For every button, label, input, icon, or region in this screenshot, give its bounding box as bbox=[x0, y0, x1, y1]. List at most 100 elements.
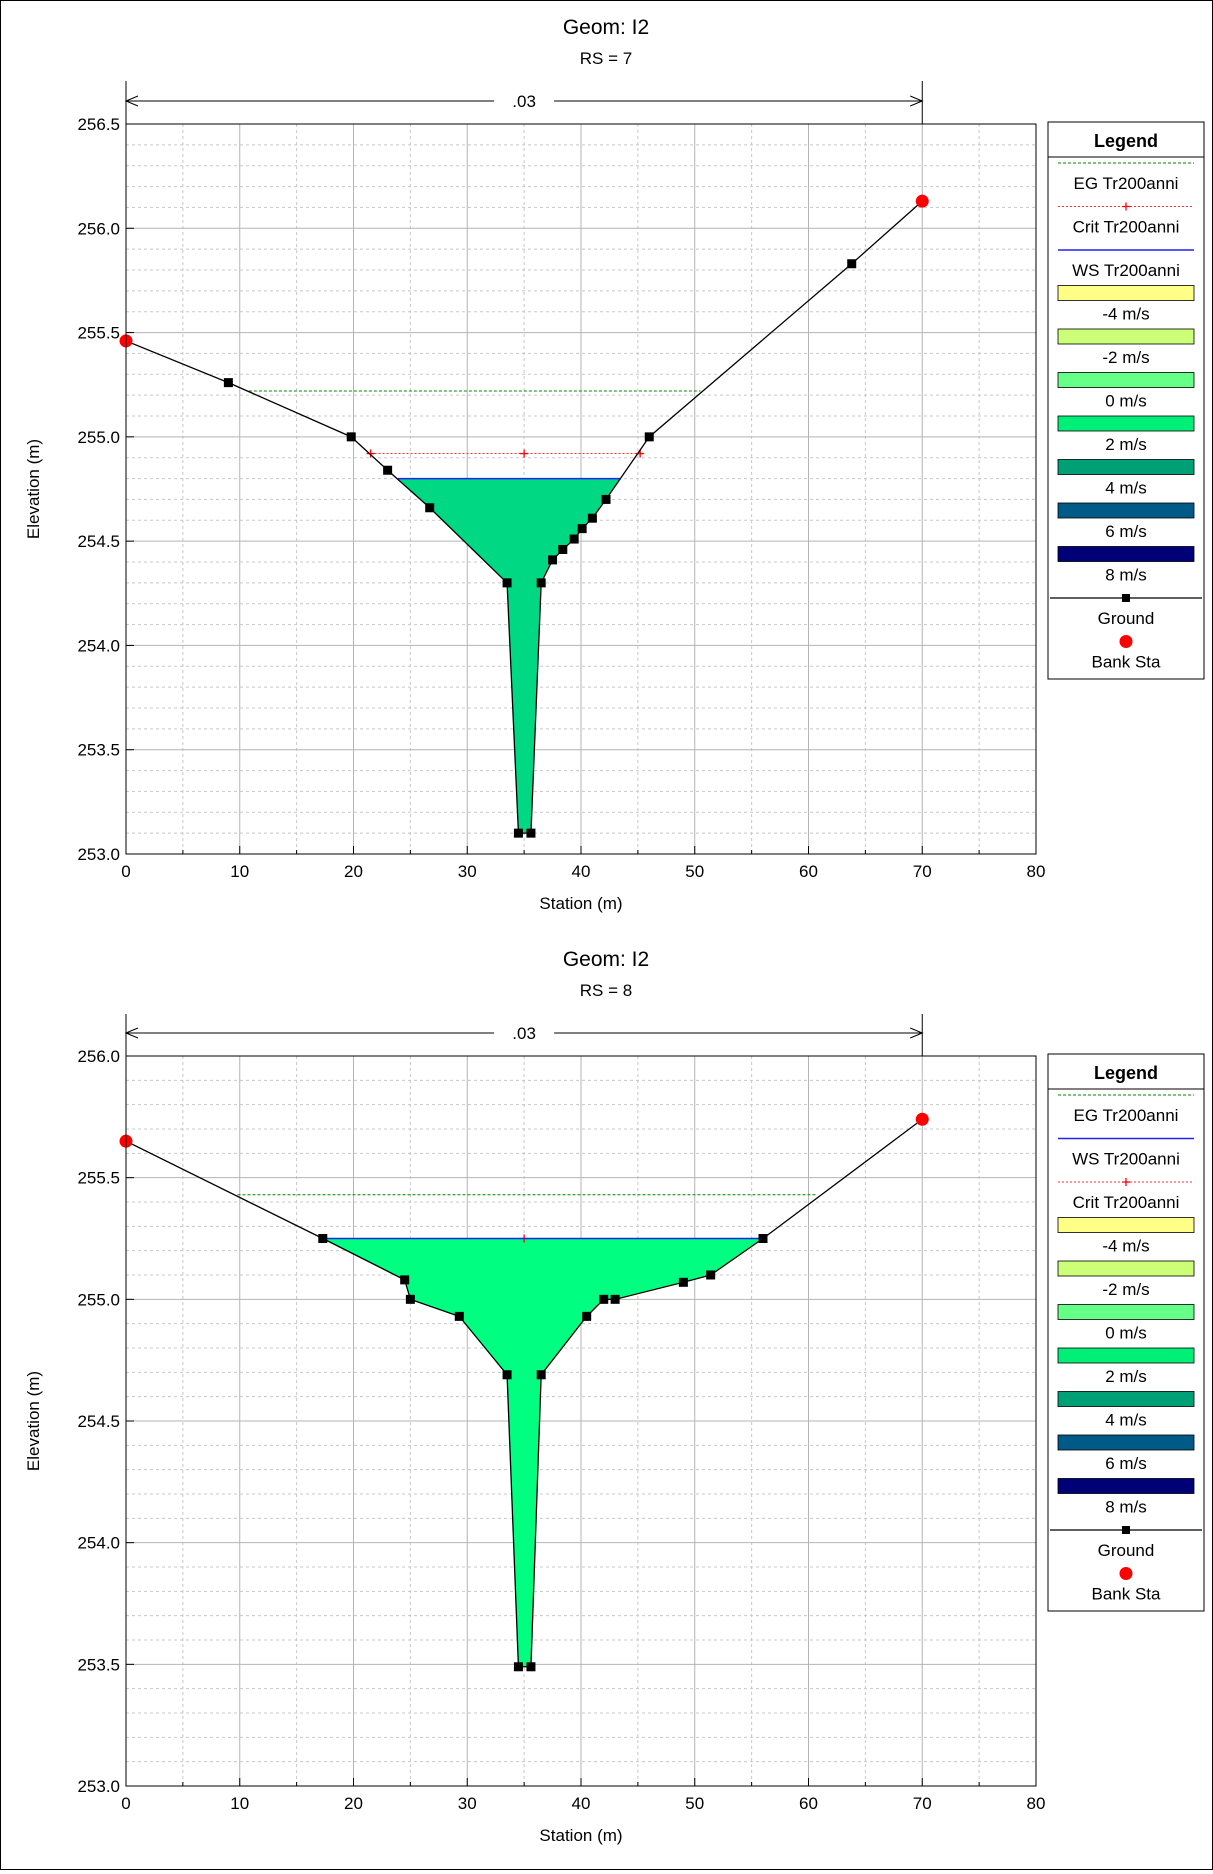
legend-label: WS Tr200anni bbox=[1072, 1150, 1180, 1169]
legend-label: EG Tr200anni bbox=[1074, 1106, 1179, 1125]
x-tick-label: 30 bbox=[458, 862, 477, 881]
legend-box bbox=[1047, 1053, 1205, 1612]
ground-point bbox=[847, 259, 857, 269]
legend-bank-symbol bbox=[1119, 1567, 1133, 1580]
legend-item: 2 m/s bbox=[1057, 1347, 1195, 1386]
y-tick-label: 256.0 bbox=[77, 1047, 120, 1066]
legend-item: Bank Sta bbox=[1092, 1567, 1162, 1604]
ground-point bbox=[548, 555, 558, 565]
ground-point bbox=[383, 465, 393, 475]
legend-label: 4 m/s bbox=[1105, 479, 1147, 498]
legend-label: 8 m/s bbox=[1105, 566, 1147, 585]
ground-point bbox=[502, 1370, 512, 1380]
legend-label: WS Tr200anni bbox=[1072, 261, 1180, 280]
ground-point bbox=[513, 828, 523, 838]
crit-marker bbox=[366, 449, 375, 458]
ground-point bbox=[526, 1662, 536, 1672]
y-tick-label: 253.5 bbox=[77, 1655, 120, 1674]
chart-2: Geom: I2 RS = 8 0 10 20 30 40 50 60 70 80 253.0 253.… bbox=[24, 948, 1205, 1845]
legend-swatch bbox=[1057, 415, 1195, 432]
y-axis-label: Elevation (m) bbox=[24, 1371, 43, 1471]
legend-label: 2 m/s bbox=[1105, 435, 1147, 454]
crit-marker bbox=[520, 449, 529, 458]
x-tick-label: 70 bbox=[913, 1794, 932, 1813]
x-tick-label: 60 bbox=[799, 1794, 818, 1813]
legend-item: -4 m/s bbox=[1057, 285, 1195, 324]
legend-item: Bank Sta bbox=[1092, 635, 1162, 672]
x-tick-label: 20 bbox=[344, 1794, 363, 1813]
legend-label: 6 m/s bbox=[1105, 522, 1147, 541]
legend-item: Crit Tr200anni bbox=[1058, 202, 1194, 237]
legend-item: -4 m/s bbox=[1057, 1217, 1195, 1256]
ground-line bbox=[125, 1118, 923, 1668]
y-tick-label: 255.0 bbox=[77, 428, 120, 447]
y-tick-label: 256.0 bbox=[77, 219, 120, 238]
legend-item: Ground bbox=[1050, 594, 1202, 628]
x-tick-label: 20 bbox=[344, 862, 363, 881]
ground-point bbox=[318, 1234, 328, 1243]
ground-point bbox=[569, 534, 579, 544]
legend-item: 0 m/s bbox=[1057, 1304, 1195, 1343]
x-tick-label: 50 bbox=[685, 1794, 704, 1813]
legend-item: 4 m/s bbox=[1057, 459, 1195, 498]
ground-point bbox=[587, 513, 597, 523]
legend-box bbox=[1047, 121, 1205, 680]
ground-point bbox=[425, 503, 435, 513]
water-area bbox=[397, 478, 621, 834]
legend-item: Crit Tr200anni bbox=[1058, 1178, 1194, 1212]
manning-arrowhead-right bbox=[910, 1027, 924, 1039]
legend-label: Bank Sta bbox=[1092, 653, 1162, 672]
x-tick-label: 50 bbox=[685, 862, 704, 881]
water-area bbox=[322, 1238, 763, 1667]
legend-label: 6 m/s bbox=[1105, 1454, 1147, 1473]
ground-point bbox=[346, 432, 356, 442]
legend-swatch bbox=[1057, 372, 1195, 388]
ground-point bbox=[223, 378, 233, 388]
ground-line bbox=[125, 200, 923, 834]
chart-subtitle: RS = 8 bbox=[580, 981, 632, 1000]
legend-title: Legend bbox=[1094, 1063, 1158, 1083]
legend-item: 4 m/s bbox=[1057, 1391, 1195, 1430]
manning-arrowhead-left bbox=[124, 1027, 139, 1039]
legend-swatch bbox=[1057, 1304, 1195, 1320]
ground-point bbox=[678, 1277, 688, 1287]
legend-label: Crit Tr200anni bbox=[1073, 1193, 1180, 1212]
legend-item: EG Tr200anni bbox=[1058, 1094, 1194, 1125]
bank-sta-point bbox=[915, 1112, 929, 1126]
legend-item: Ground bbox=[1050, 1526, 1202, 1560]
chart-title: Geom: I2 bbox=[563, 16, 649, 39]
y-tick-label: 253.5 bbox=[77, 741, 120, 760]
legend-ground-marker bbox=[1122, 1526, 1130, 1534]
ground-point bbox=[601, 494, 611, 504]
legend-label: Bank Sta bbox=[1092, 1585, 1162, 1604]
x-tick-label: 10 bbox=[230, 1794, 249, 1813]
ground-point bbox=[706, 1270, 716, 1280]
y-tick-label: 255.5 bbox=[77, 324, 120, 343]
x-tick-label: 10 bbox=[230, 862, 249, 881]
y-tick-label: 255.5 bbox=[77, 1169, 120, 1188]
x-tick-label: 80 bbox=[1027, 1794, 1046, 1813]
x-tick-label: 0 bbox=[121, 1794, 130, 1813]
legend-swatch bbox=[1057, 546, 1195, 562]
legend-label: -4 m/s bbox=[1102, 305, 1149, 324]
legend: Legend EG Tr200anni WS Tr200anni Crit Tr200… bbox=[1047, 1053, 1205, 1612]
legend-swatch bbox=[1057, 1347, 1195, 1364]
ground-point bbox=[577, 524, 587, 534]
legend-label: EG Tr200anni bbox=[1074, 174, 1179, 193]
legend-item: WS Tr200anni bbox=[1058, 249, 1194, 280]
legend-swatch bbox=[1057, 1434, 1195, 1451]
legend-item: -2 m/s bbox=[1057, 328, 1195, 367]
x-axis-label: Station (m) bbox=[539, 894, 622, 913]
y-tick-label: 256.5 bbox=[77, 115, 120, 134]
ground-point bbox=[582, 1311, 592, 1321]
legend-title: Legend bbox=[1094, 131, 1158, 151]
legend-label: -2 m/s bbox=[1102, 1280, 1149, 1299]
ground-point bbox=[536, 578, 546, 588]
ground-point bbox=[400, 1275, 410, 1285]
legend-label: -2 m/s bbox=[1102, 348, 1149, 367]
manning-n-bar bbox=[124, 81, 924, 124]
x-tick-label: 30 bbox=[458, 1794, 477, 1813]
legend-label: -4 m/s bbox=[1102, 1237, 1149, 1256]
y-tick-label: 254.5 bbox=[77, 532, 120, 551]
